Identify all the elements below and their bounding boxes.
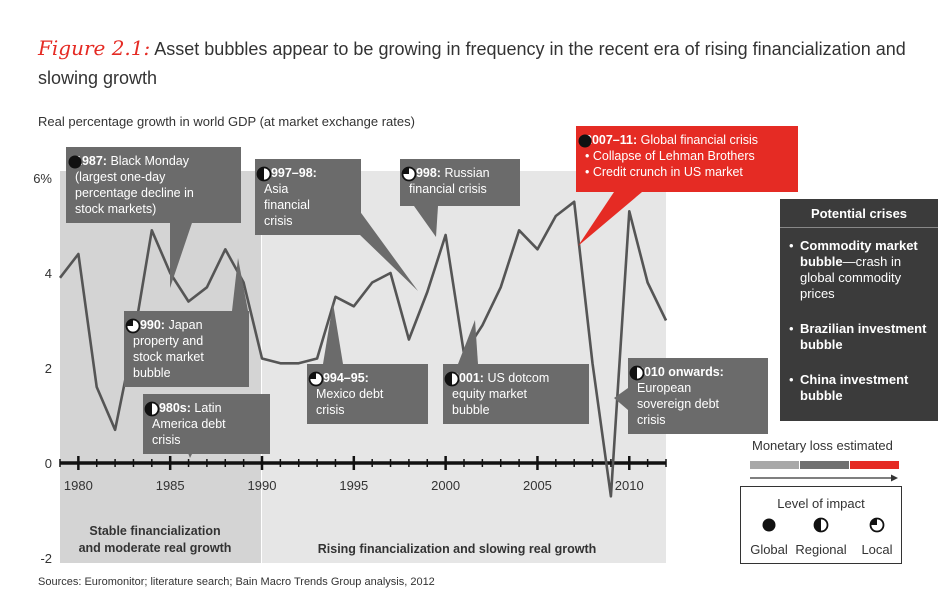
crisis-callout-c1998: 1998: Russian financial crisis: [400, 159, 520, 206]
callout-impact-icon: [401, 166, 417, 182]
callout-title: 2007–11:: [585, 133, 638, 147]
callout-tail-c1987: [170, 211, 196, 288]
y-tick-label: 6%: [33, 171, 52, 186]
x-tick-label: 2010: [615, 478, 644, 493]
x-tick-label: 1990: [248, 478, 277, 493]
crisis-callout-c1994: 1994–95: Mexico debt crisis: [307, 364, 428, 424]
impact-legend: Level of impact Global Regional Local: [740, 486, 902, 564]
callout-tail-c2001: [458, 320, 478, 364]
x-tick-label: 1995: [339, 478, 368, 493]
callout-text: US dotcom equity market bubble: [452, 371, 550, 417]
y-tick-label: 0: [45, 456, 52, 471]
callout-impact-icon: [144, 401, 160, 417]
callout-title: 1994–95:: [316, 371, 369, 385]
callout-impact-icon: [256, 166, 272, 182]
gdp-growth-line: [58, 200, 668, 498]
callout-title: 1998:: [409, 166, 441, 180]
local-impact-icon: [869, 517, 885, 533]
chart-title: Figure 2.1: Asset bubbles appear to be g…: [38, 34, 938, 93]
x-tick-label: 1980: [64, 478, 93, 493]
legend-label-global: Global: [750, 542, 788, 557]
y-tick-label: -2: [40, 551, 52, 566]
global-impact-icon: [762, 518, 776, 532]
potential-crisis-name: Brazilian investment bubble: [800, 321, 927, 352]
callout-text: Black Monday (largest one-day percentage…: [75, 154, 194, 216]
callout-text: Latin America debt crisis: [152, 401, 226, 447]
callout-text: Japan property and stock market bubble: [133, 318, 204, 380]
crisis-callout-c1990: 1990: Japan property and stock market bu…: [124, 311, 249, 387]
crisis-callout-c1980s: 1980s: Latin America debt crisis: [143, 394, 270, 454]
callout-bullet: • Credit crunch in US market: [585, 165, 743, 179]
x-tick-label: 2005: [523, 478, 552, 493]
callout-title: 1987:: [75, 154, 107, 168]
y-tick-label: 4: [45, 266, 52, 281]
callout-impact-icon: [578, 134, 592, 148]
crisis-callout-c2001: 2001: US dotcom equity market bubble: [443, 364, 589, 424]
regional-impact-icon: [144, 401, 160, 417]
era-label-0: Stable financialization: [89, 524, 220, 538]
potential-crisis-name: Commodity market bubble: [800, 238, 918, 269]
global-impact-icon: [578, 134, 592, 148]
callout-title: 2001:: [452, 371, 484, 385]
callout-impact-icon: [444, 371, 460, 387]
callout-text: Mexico debt crisis: [316, 387, 384, 417]
crisis-callout-c1997: 1997–98: Asia financial crisis: [255, 159, 361, 235]
legend-title: Level of impact: [777, 496, 865, 511]
callout-tail-c1994: [323, 303, 343, 364]
callout-tail-c2007: [578, 192, 642, 246]
crisis-callout-c1987: 1987: Black Monday (largest one-day perc…: [66, 147, 241, 223]
potential-crisis-item: China investment bubble: [780, 368, 938, 407]
legend-label-local: Local: [861, 542, 892, 557]
callout-text: Russian financial crisis: [409, 166, 490, 196]
callout-bullet: • Collapse of Lehman Brothers: [585, 149, 755, 163]
callout-text: European sovereign debt crisis: [637, 381, 720, 427]
potential-crises-heading: Potential crises: [780, 199, 938, 228]
potential-crisis-desc: —crash in global commodity prices: [800, 254, 902, 301]
figure-label: Figure 2.1:: [38, 36, 151, 60]
crisis-callout-c2007: 2007–11: Global financial crisis • Collap…: [576, 126, 798, 192]
callout-tail-c1990: [232, 258, 248, 311]
local-impact-icon: [401, 166, 417, 182]
x-tick-label: 1985: [156, 478, 185, 493]
callout-title: 1980s:: [152, 401, 191, 415]
regional-impact-icon: [444, 371, 460, 387]
callout-text: Global financial crisis: [637, 133, 759, 147]
y-tick-label: 2: [45, 361, 52, 376]
regional-impact-icon: [629, 365, 645, 381]
global-impact-icon: [68, 155, 82, 169]
callout-title: 1997–98:: [264, 166, 317, 180]
potential-crisis-item: Brazilian investment bubble: [780, 317, 938, 356]
crisis-callout-c2010: 2010 onwards: European sovereign debt cr…: [628, 358, 768, 434]
title-text: Asset bubbles appear to be growing in fr…: [38, 39, 906, 88]
callout-impact-icon: [68, 155, 82, 169]
era-label-0: and moderate real growth: [79, 541, 232, 555]
callout-impact-icon: [125, 318, 141, 334]
regional-impact-icon: [256, 166, 272, 182]
potential-crisis-item: Commodity market bubble—crash in global …: [780, 234, 938, 305]
potential-crisis-name: China investment bubble: [800, 372, 909, 403]
potential-crises-box: Potential crises Commodity market bubble…: [780, 199, 938, 421]
callout-text: Asia financial crisis: [264, 182, 310, 228]
legend-items: Global Regional Local: [750, 517, 893, 557]
local-impact-icon: [125, 318, 141, 334]
x-tick-label: 2000: [431, 478, 460, 493]
callout-impact-icon: [308, 371, 324, 387]
local-impact-icon: [308, 371, 324, 387]
monetary-loss-label: Monetary loss estimated: [752, 438, 893, 453]
source-note: Sources: Euromonitor; literature search;…: [38, 576, 435, 588]
callout-title: 2010 onwards:: [637, 365, 724, 379]
y-axis-label: Real percentage growth in world GDP (at …: [38, 114, 415, 129]
era-label-1: Rising financialization and slowing real…: [318, 542, 597, 556]
callout-tail-c2010: [614, 388, 628, 410]
legend-label-regional: Regional: [795, 542, 846, 557]
regional-impact-icon: [813, 517, 829, 533]
callout-tail-c1998: [414, 206, 438, 237]
callout-impact-icon: [629, 365, 645, 381]
callout-title: 1990:: [133, 318, 165, 332]
